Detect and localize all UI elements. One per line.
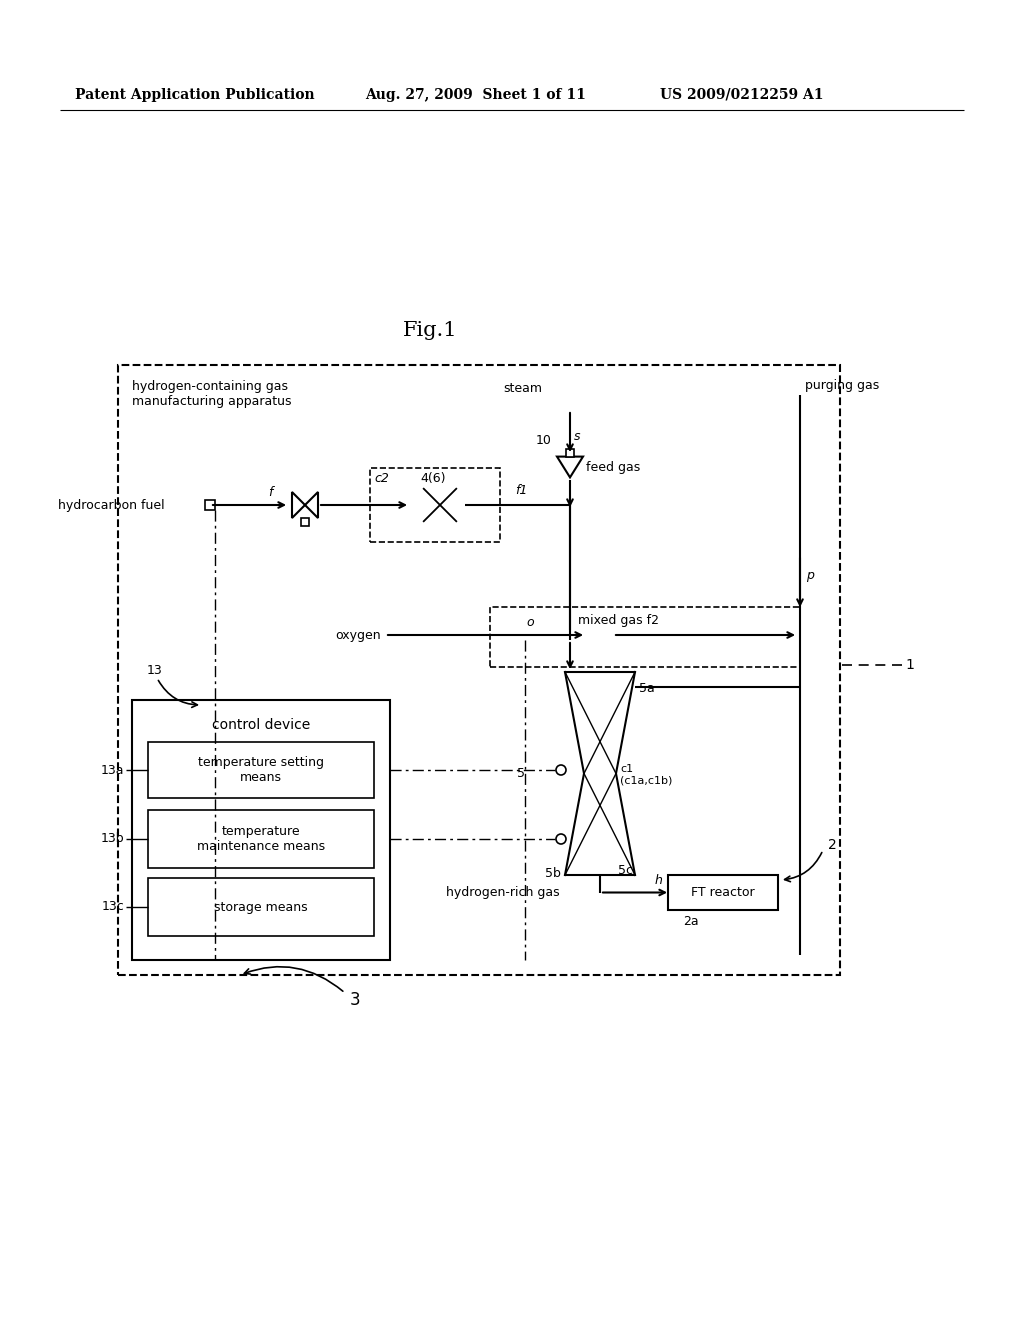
Text: Patent Application Publication: Patent Application Publication [75,88,314,102]
Text: 5b: 5b [545,867,561,880]
Bar [596,648,604,656]
Bar [132,700,390,960]
Text: s: s [574,429,581,442]
Bar [118,366,840,975]
Text: 2a: 2a [683,915,698,928]
Text: o: o [526,616,534,630]
Text: US 2009/0212259 A1: US 2009/0212259 A1 [660,88,823,102]
Bar [205,500,215,510]
Text: p: p [806,569,814,582]
Text: hydrogen-containing gas
manufacturing apparatus: hydrogen-containing gas manufacturing ap… [132,380,292,408]
Text: temperature
maintenance means: temperature maintenance means [197,825,325,853]
Bar [148,810,374,869]
Text: c2: c2 [374,473,389,484]
Text: feed gas: feed gas [586,461,640,474]
Text: 2: 2 [828,838,837,851]
Text: storage means: storage means [214,900,308,913]
Bar [668,875,778,909]
Text: purging gas: purging gas [805,379,880,392]
Text: 5c: 5c [618,863,633,876]
Bar [370,469,500,543]
Text: control device: control device [212,718,310,733]
Text: steam: steam [504,381,543,395]
Text: 4(6): 4(6) [420,473,445,484]
Text: c1
(c1a,c1b): c1 (c1a,c1b) [620,763,673,785]
Text: 3: 3 [349,991,360,1008]
Text: 1: 1 [905,657,913,672]
Text: 13a: 13a [100,763,124,776]
Text: mixed gas f2: mixed gas f2 [578,614,659,627]
Bar [566,449,574,457]
Text: 5a: 5a [639,682,654,696]
Text: FT reactor: FT reactor [691,886,755,899]
Text: 13: 13 [147,664,163,676]
Text: Aug. 27, 2009  Sheet 1 of 11: Aug. 27, 2009 Sheet 1 of 11 [365,88,586,102]
Text: Fig.1: Fig.1 [402,321,458,339]
Text: f1: f1 [515,484,527,498]
Text: oxygen: oxygen [336,628,381,642]
Bar [301,517,309,525]
Text: 5: 5 [517,767,525,780]
Bar [148,878,374,936]
Bar [515,630,525,640]
Text: f: f [268,486,272,499]
Bar [148,742,374,799]
Text: 13b: 13b [100,833,124,846]
Text: 13c: 13c [101,900,124,913]
Text: 10: 10 [537,433,552,446]
Text: hydrogen-rich gas: hydrogen-rich gas [446,886,560,899]
Text: temperature setting
means: temperature setting means [198,756,324,784]
Bar [490,607,800,667]
Text: hydrocarbon fuel: hydrocarbon fuel [58,499,165,511]
Text: h: h [654,874,662,887]
